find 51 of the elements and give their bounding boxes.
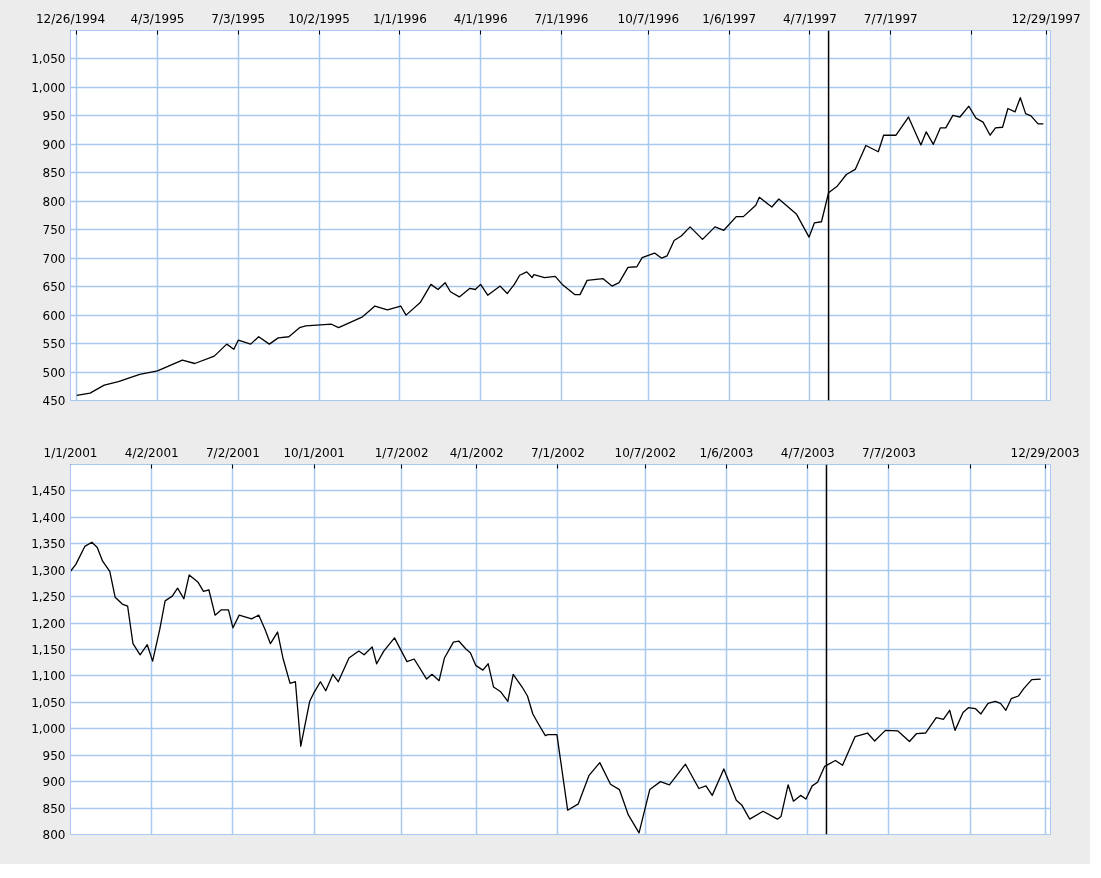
x-tick-label: 4/7/1997 <box>782 11 837 26</box>
y-tick-label: 1,200 <box>31 616 66 631</box>
y-tick-label: 450 <box>42 394 66 408</box>
y-tick-label: 1,350 <box>31 537 66 552</box>
y-tick-label: 1,000 <box>31 80 66 95</box>
x-tick-label: 1/6/1997 <box>702 11 757 26</box>
x-tick-label: 10/7/1996 <box>617 11 680 26</box>
y-tick-label: 1,400 <box>31 510 66 525</box>
y-tick-label: 1,450 <box>31 484 66 499</box>
y-tick-label: 850 <box>42 801 66 816</box>
y-tick-label: 900 <box>42 137 66 152</box>
x-tick-label: 7/3/1995 <box>211 11 266 26</box>
x-tick-label: 12/26/1994 <box>35 11 106 26</box>
y-tick-label: 950 <box>42 748 66 763</box>
y-tick-label: 800 <box>42 194 66 209</box>
x-tick-label: 7/1/2002 <box>530 445 585 460</box>
y-tick-label: 700 <box>42 251 66 266</box>
x-tick-label: 4/1/1996 <box>453 11 508 26</box>
x-tick-label: 7/1/1996 <box>534 11 589 26</box>
y-tick-label: 1,050 <box>31 52 66 67</box>
x-tick-label: 10/1/2001 <box>283 445 345 460</box>
y-tick-label: 800 <box>42 828 66 842</box>
y-tick-label: 550 <box>42 337 66 352</box>
y-tick-label: 750 <box>42 223 66 238</box>
y-tick-label: 500 <box>42 365 66 380</box>
x-tick-label: 4/3/1995 <box>130 11 185 26</box>
x-tick-label: 1/6/2003 <box>699 445 754 460</box>
x-tick-label: 10/2/1995 <box>288 11 350 26</box>
y-tick-label: 1,150 <box>31 643 66 657</box>
x-tick-label: 7/2/2001 <box>205 445 260 460</box>
y-tick-label: 1,250 <box>31 590 66 605</box>
y-tick-label: 900 <box>42 775 66 790</box>
x-tick-label: 4/2/2001 <box>124 445 179 460</box>
y-tick-label: 1,300 <box>31 563 66 578</box>
y-tick-label: 600 <box>42 308 66 323</box>
x-tick-label: 12/29/2003 <box>1010 445 1080 460</box>
x-tick-label: 12/29/1997 <box>1011 11 1081 26</box>
x-tick-label: 7/7/1997 <box>863 11 918 26</box>
x-tick-label: 4/7/2003 <box>780 445 835 460</box>
x-tick-label: 1/1/1996 <box>372 11 427 26</box>
y-tick-label: 1,000 <box>31 722 66 737</box>
x-tick-label: 1/7/2002 <box>374 445 429 460</box>
x-tick-label: 1/1/2001 <box>43 445 98 460</box>
y-tick-label: 950 <box>42 109 66 124</box>
y-tick-label: 1,050 <box>31 695 66 710</box>
x-tick-label: 4/1/2002 <box>449 445 504 460</box>
x-tick-label: 7/7/2003 <box>862 445 916 460</box>
x-tick-label: 10/7/2002 <box>614 445 677 460</box>
y-tick-label: 850 <box>42 166 66 181</box>
y-tick-label: 1,100 <box>31 669 66 684</box>
y-tick-label: 650 <box>42 280 66 295</box>
